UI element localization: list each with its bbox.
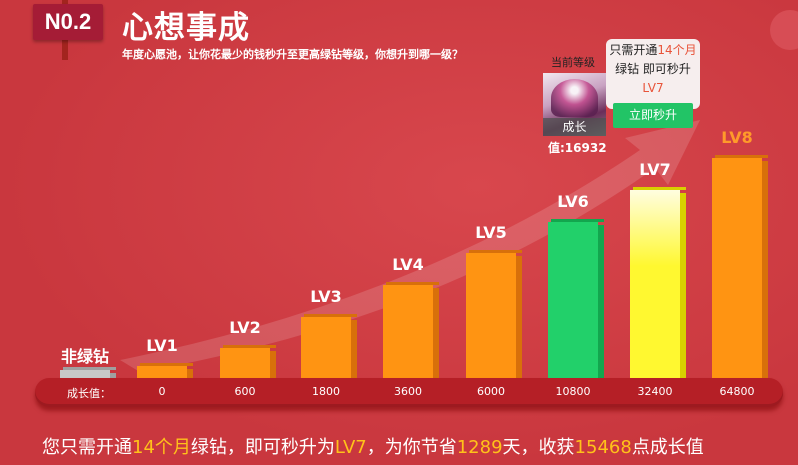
growth-threshold: 6000 (477, 385, 505, 398)
summary-part: 点成长值 (631, 437, 704, 458)
tooltip-level: LV7 (642, 81, 664, 95)
level-bar-6 (548, 219, 604, 380)
level-bar-2 (220, 345, 276, 380)
summary-part: 您只需开通 (42, 437, 132, 458)
growth-threshold: 600 (234, 385, 256, 398)
upgrade-tooltip: 只需开通14个月绿钻 即可秒升 LV7 (606, 39, 700, 109)
summary-text: 您只需开通14个月绿钻，即可秒升为LV7，为你节省1289天，收获15468点成… (42, 433, 704, 459)
level-bar-4 (383, 282, 439, 380)
avatar: 成长 (543, 73, 606, 136)
level-label: LV4 (392, 255, 424, 274)
level-label: LV6 (557, 192, 589, 211)
wings-icon (551, 79, 598, 117)
level-label: LV1 (146, 336, 178, 355)
growth-threshold: 64800 (719, 385, 755, 398)
summary-months: 14个月 (132, 437, 191, 458)
level-label: LV5 (475, 223, 507, 242)
growth-threshold: 1800 (312, 385, 340, 398)
growth-threshold: 32400 (637, 385, 673, 398)
summary-level: LV7 (334, 437, 367, 458)
level-bar-0 (60, 367, 116, 380)
section-badge: N0.2 (33, 4, 103, 40)
growth-threshold: 0 (158, 385, 166, 398)
summary-days: 1289 (456, 437, 503, 458)
growth-scale-label: 成长值： (67, 387, 111, 400)
page-subtitle: 年度心愿池，让你花最少的钱秒升至更高绿钻等级，你想升到哪一级？ (122, 48, 463, 61)
instant-upgrade-button[interactable]: 立即秒升 (613, 103, 693, 128)
tooltip-text: 只需开通 (609, 43, 658, 57)
flower-decoration (770, 10, 798, 50)
summary-points: 15468 (574, 437, 632, 458)
level-bar-7 (630, 187, 686, 380)
summary-part: ，为你节省 (366, 437, 457, 458)
avatar-caption: 成长 (543, 118, 606, 136)
level-label: LV3 (310, 287, 342, 306)
level-label: LV2 (229, 318, 261, 337)
level-bar-5 (466, 250, 522, 380)
summary-part: 天，收获 (502, 437, 575, 458)
growth-threshold: 3600 (394, 385, 422, 398)
growth-threshold: 10800 (555, 385, 591, 398)
level-label: LV7 (639, 160, 671, 179)
level-bar-1 (137, 363, 193, 380)
current-level-label: 当前等级 (551, 56, 595, 69)
current-growth-value: 值:16932 (548, 141, 607, 155)
level-label: LV8 (721, 128, 753, 147)
growth-scale-bar (35, 378, 783, 407)
level-bar-8 (712, 155, 768, 380)
summary-part: 绿钻，即可秒升为 (190, 437, 335, 458)
page-title: 心想事成 (122, 10, 250, 46)
level-bar-3 (301, 314, 357, 380)
tooltip-text: 绿钻 即可秒升 (615, 62, 691, 76)
level-label: 非绿钻 (60, 347, 109, 366)
tooltip-months: 14个月 (657, 43, 697, 57)
